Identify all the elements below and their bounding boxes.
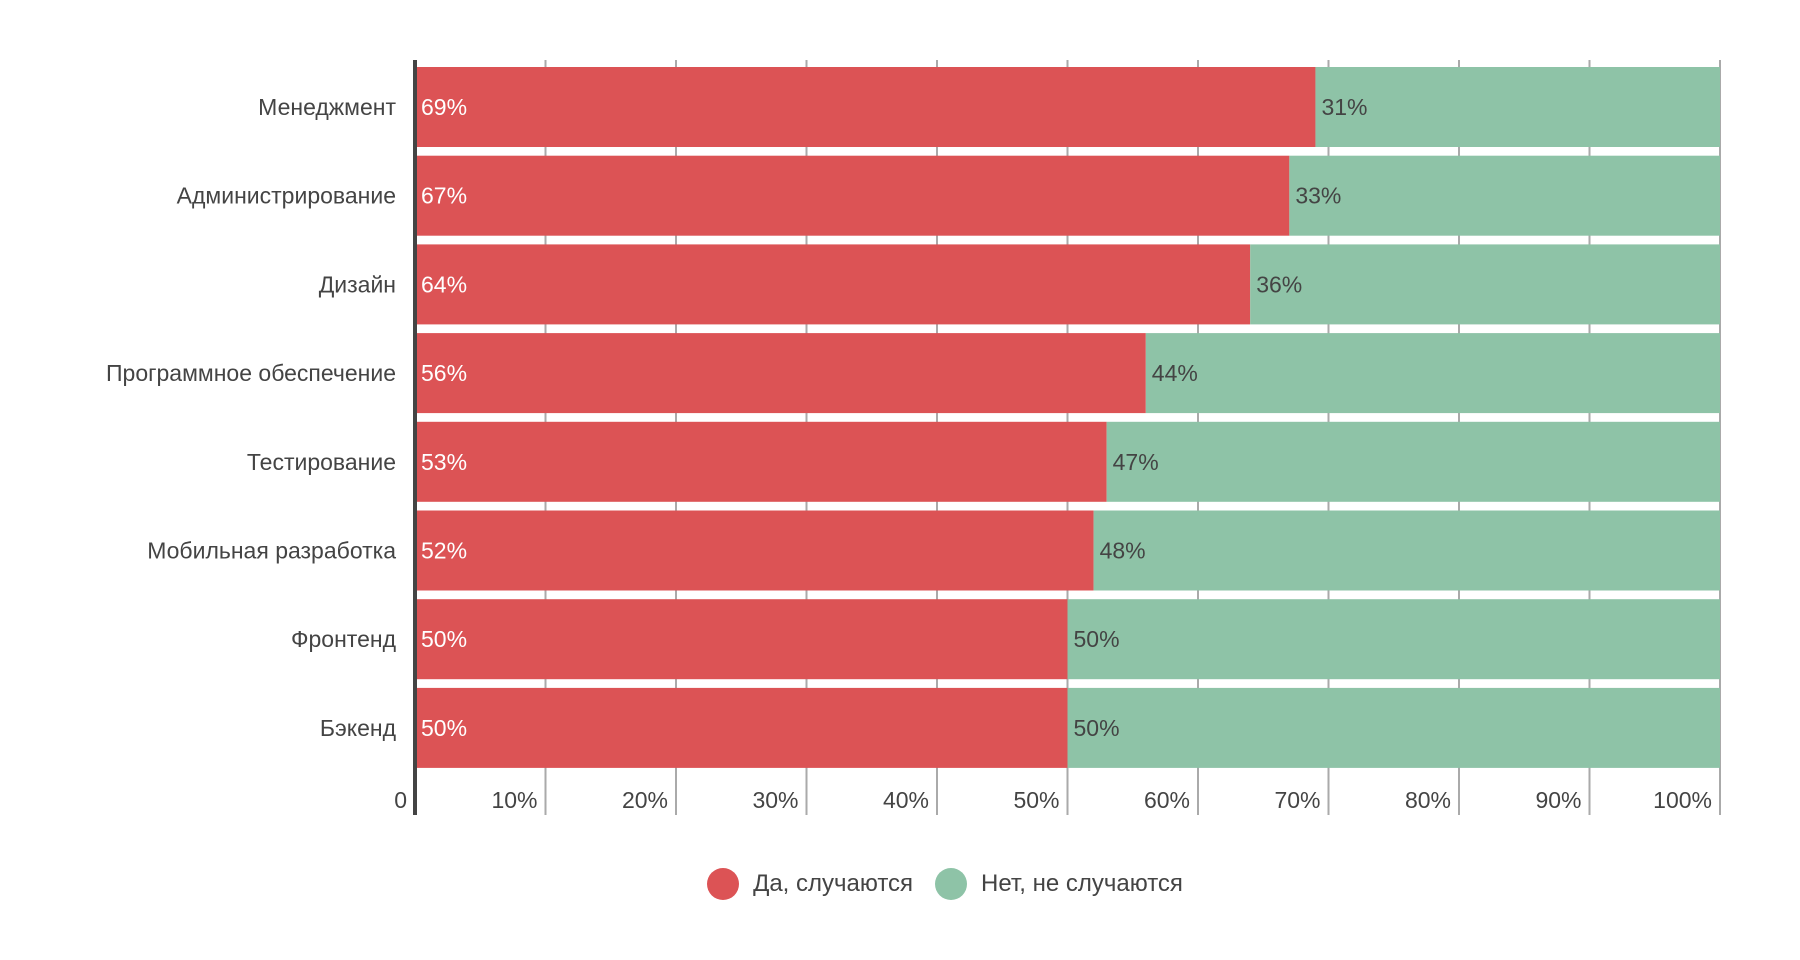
category-label: Менеджмент <box>258 94 396 120</box>
data-label: 33% <box>1295 183 1341 209</box>
data-label: 48% <box>1100 538 1146 564</box>
data-label: 69% <box>421 94 467 120</box>
bar-segment-yes <box>415 687 1068 768</box>
bar-segment-yes <box>415 244 1251 325</box>
category-label: Бэкенд <box>320 715 397 741</box>
data-label: 53% <box>421 449 467 475</box>
data-label: 47% <box>1113 449 1159 475</box>
x-tick-label: 10% <box>491 787 537 813</box>
bar-segment-yes <box>415 599 1068 680</box>
x-tick-label: 100% <box>1653 787 1712 813</box>
legend-swatch-yes <box>707 868 740 900</box>
legend-label-yes: Да, случаются <box>753 870 914 897</box>
x-tick-label: 50% <box>1013 787 1059 813</box>
data-label: 31% <box>1321 94 1367 120</box>
legend-item-yes: Да, случаются <box>707 868 913 900</box>
x-tick-label: 70% <box>1274 787 1320 813</box>
x-tick-label: 80% <box>1405 787 1451 813</box>
bar-segment-yes <box>415 333 1146 414</box>
x-tick-label: 40% <box>883 787 929 813</box>
bar-segment-no <box>1067 599 1720 680</box>
data-label: 52% <box>421 538 467 564</box>
x-tick-label: 0 <box>394 787 407 813</box>
bar-segment-no <box>1250 244 1720 325</box>
legend-label-no: Нет, не случаются <box>981 870 1183 897</box>
data-label: 36% <box>1256 271 1302 297</box>
x-tick-label: 60% <box>1144 787 1190 813</box>
bar-segment-no <box>1067 687 1720 768</box>
category-label: Программное обеспечение <box>106 360 396 386</box>
data-label: 50% <box>421 715 467 741</box>
bar-segment-no <box>1093 510 1720 591</box>
legend-swatch-no <box>935 868 968 900</box>
data-label: 50% <box>421 626 467 652</box>
bar-segment-yes <box>415 421 1107 502</box>
data-label: 50% <box>1074 715 1120 741</box>
data-label: 56% <box>421 360 467 386</box>
data-label: 44% <box>1152 360 1198 386</box>
bar-segment-no <box>1145 333 1720 414</box>
x-tick-label: 90% <box>1535 787 1581 813</box>
legend-item-no: Нет, не случаются <box>935 868 1183 900</box>
category-label: Тестирование <box>247 449 396 475</box>
bar-segment-no <box>1315 67 1720 147</box>
data-label: 50% <box>1074 626 1120 652</box>
category-label: Фронтенд <box>291 626 397 652</box>
category-label: Дизайн <box>319 271 396 297</box>
bar-segment-no <box>1289 155 1720 236</box>
category-label: Мобильная разработка <box>147 538 396 564</box>
data-label: 67% <box>421 183 467 209</box>
bar-segment-yes <box>415 510 1094 591</box>
data-label: 64% <box>421 271 467 297</box>
category-label: Администрирование <box>177 183 396 209</box>
bar-segment-no <box>1106 421 1720 502</box>
x-tick-label: 20% <box>622 787 668 813</box>
x-tick-label: 30% <box>752 787 798 813</box>
bar-segment-yes <box>415 155 1290 236</box>
bar-segment-yes <box>415 67 1316 147</box>
legend: Да, случаются Нет, не случаются <box>0 868 1800 900</box>
